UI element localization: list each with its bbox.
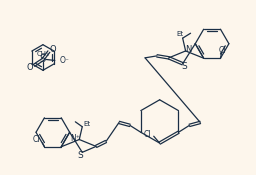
Text: Cl: Cl (144, 130, 152, 139)
Text: CH₃: CH₃ (37, 51, 49, 57)
Text: N⁺: N⁺ (70, 134, 80, 143)
Text: S: S (182, 62, 187, 71)
Text: O⁻: O⁻ (60, 56, 70, 65)
Text: Et: Et (84, 121, 91, 127)
Text: O: O (27, 63, 33, 72)
Text: N: N (185, 46, 192, 54)
Text: Et: Et (176, 31, 183, 37)
Text: O: O (49, 45, 56, 54)
Text: Cl: Cl (33, 135, 40, 144)
Text: S: S (77, 151, 83, 160)
Text: Cl: Cl (219, 46, 226, 55)
Text: S: S (40, 54, 46, 64)
